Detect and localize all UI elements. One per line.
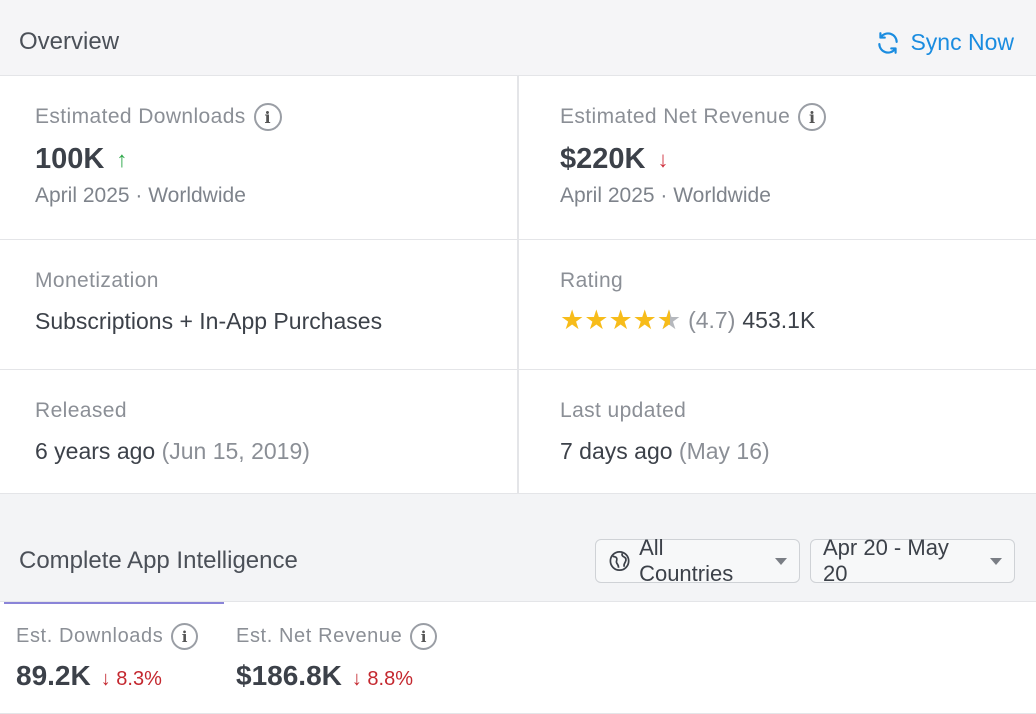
metric-label: Est. Downloads (16, 625, 164, 647)
star-rating: ★★★★★ ★ (560, 305, 681, 336)
metric-value-row: $186.8K ↓ 8.8% (236, 660, 437, 692)
info-icon[interactable]: i (410, 623, 438, 650)
updated-value: 7 days ago (560, 438, 673, 464)
updated-date: (May 16) (678, 438, 770, 464)
revenue-label: Estimated Net Revenue (560, 105, 791, 128)
metrics-bar: Est. Downloads i 89.2K ↓ 8.3% Est. Net R… (0, 602, 1036, 714)
monetization-value: Subscriptions + In-App Purchases (35, 308, 383, 334)
country-dropdown[interactable]: All Countries (595, 535, 800, 586)
star-icon: ★ (560, 305, 585, 335)
metric-label-row: Est. Net Revenue i (236, 623, 438, 650)
released-card: Released 6 years ago (Jun 15, 2019) (35, 399, 310, 465)
star-icon: ★ (584, 305, 609, 335)
rating-label: Rating (560, 269, 624, 292)
rating-score: (4.7) (688, 307, 736, 333)
date-range-value: Apr 20 - May 20 (823, 535, 949, 586)
updated-card: Last updated 7 days ago (May 16) (560, 399, 770, 465)
downloads-card: Estimated Downloads i 100K ↑ April 2025 … (35, 103, 282, 208)
globe-icon (609, 550, 630, 572)
date-range-dropdown[interactable]: Apr 20 - May 20 (810, 535, 1015, 586)
revenue-value-row: $220K ↓ (560, 143, 826, 176)
chevron-down-icon (775, 557, 787, 565)
released-row: 6 years ago (Jun 15, 2019) (35, 438, 310, 465)
revenue-value: $220K (560, 143, 646, 175)
metric-value: 89.2K (16, 660, 91, 691)
sync-now-label: Sync Now (910, 29, 1014, 55)
overview-header: Overview Sync Now (0, 0, 1036, 76)
active-tab-indicator (4, 602, 224, 604)
country-dropdown-value: All Countries (639, 535, 734, 586)
sync-now-button[interactable]: Sync Now (875, 29, 1014, 56)
arrow-up-icon: ↑ (116, 146, 128, 172)
revenue-period: April 2025 · Worldwide (560, 184, 771, 207)
chevron-down-icon (990, 557, 1002, 565)
star-icon: ★ (608, 305, 633, 335)
star-icon: ★ (632, 305, 657, 335)
downloads-period: April 2025 · Worldwide (35, 184, 246, 207)
metric-value-row: 89.2K ↓ 8.3% (16, 660, 198, 692)
updated-row: 7 days ago (May 16) (560, 438, 770, 465)
released-label: Released (35, 399, 127, 422)
grid-divider (517, 76, 519, 494)
updated-label: Last updated (560, 399, 687, 422)
metric-label-row: Est. Downloads i (16, 623, 199, 650)
rating-count: 453.1K (742, 307, 816, 333)
downloads-label: Estimated Downloads (35, 105, 246, 128)
grid-divider (0, 239, 1036, 240)
app-intelligence-header: Complete App Intelligence All Countries … (0, 494, 1036, 602)
monetization-label: Monetization (35, 269, 159, 292)
released-value: 6 years ago (35, 438, 156, 464)
monetization-card: Monetization Subscriptions + In-App Purc… (35, 269, 382, 335)
grid-divider (0, 369, 1036, 370)
sync-icon (878, 31, 899, 54)
downloads-value: 100K (35, 143, 105, 175)
info-icon[interactable]: i (253, 103, 282, 131)
metric-tab-downloads[interactable]: Est. Downloads i 89.2K ↓ 8.3% (16, 623, 199, 692)
info-icon[interactable]: i (171, 623, 199, 650)
metric-value: $186.8K (236, 660, 342, 691)
app-intelligence-title: Complete App Intelligence (19, 547, 298, 574)
info-icon[interactable]: i (798, 103, 827, 131)
metric-tab-revenue[interactable]: Est. Net Revenue i $186.8K ↓ 8.8% (236, 623, 438, 692)
arrow-down-icon: ↓ (657, 146, 669, 172)
revenue-card: Estimated Net Revenue i $220K ↓ April 20… (560, 103, 827, 208)
metric-delta: ↓ 8.3% (100, 668, 162, 690)
overview-grid: Estimated Downloads i 100K ↑ April 2025 … (0, 76, 1036, 494)
downloads-label-row: Estimated Downloads i (35, 103, 282, 131)
metric-delta: ↓ 8.8% (351, 668, 414, 690)
rating-card: Rating ★★★★★ ★ (4.7) 453.1K (560, 269, 815, 336)
downloads-value-row: 100K ↑ (35, 143, 282, 176)
metric-label: Est. Net Revenue (236, 625, 403, 647)
rating-row: ★★★★★ ★ (4.7) 453.1K (560, 305, 815, 336)
overview-title: Overview (19, 28, 120, 55)
revenue-label-row: Estimated Net Revenue i (560, 103, 827, 131)
half-star-icon: ★ ★ (656, 305, 682, 335)
released-date: (Jun 15, 2019) (161, 438, 310, 464)
